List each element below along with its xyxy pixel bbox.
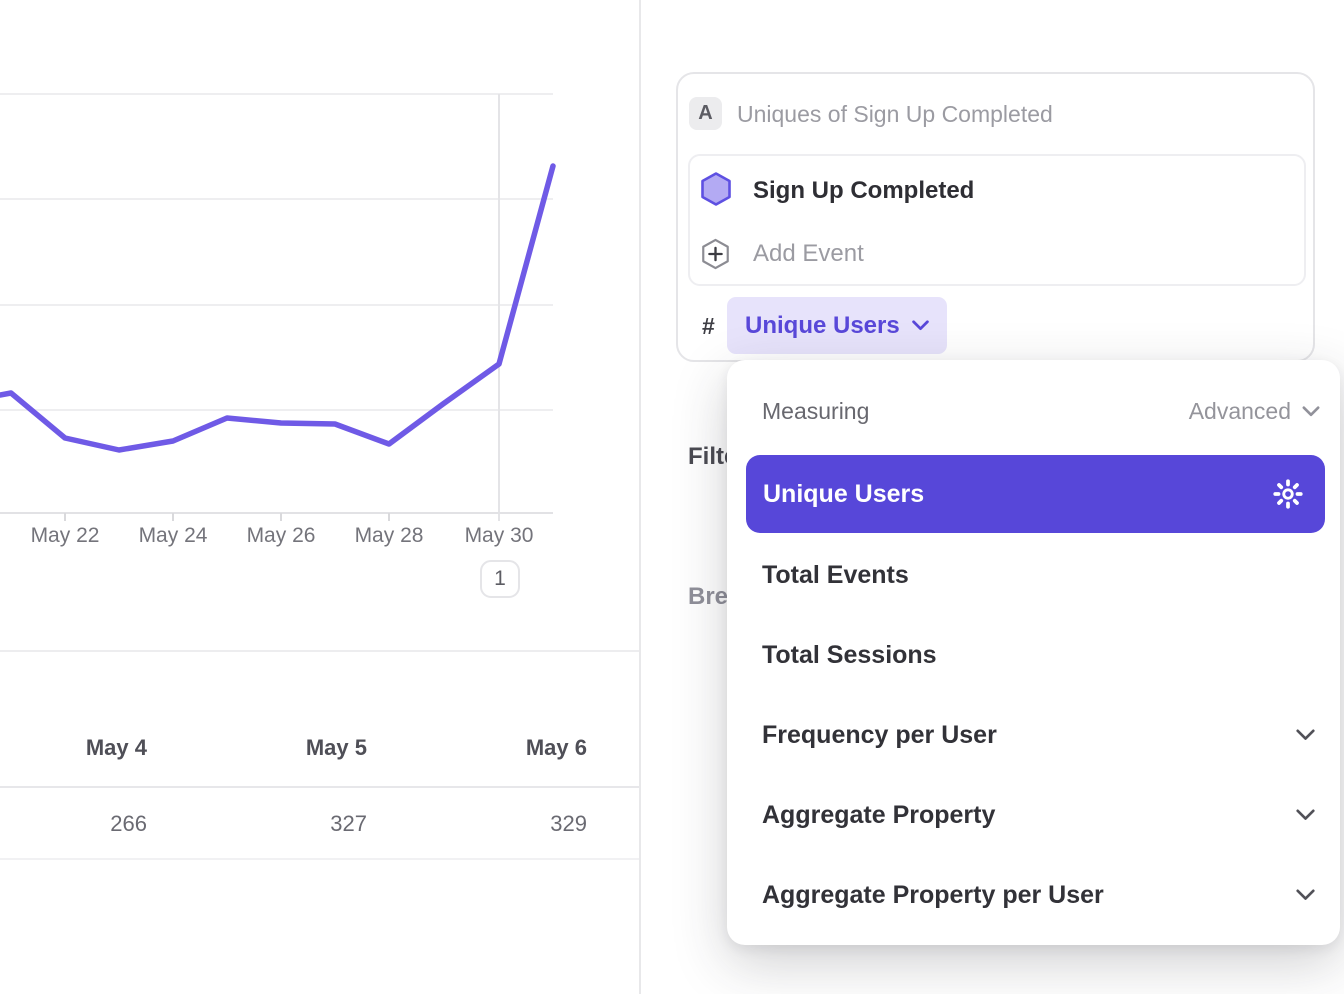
menu-item-total-events[interactable]: Total Events [727, 551, 1340, 599]
menu-item-label: Total Events [762, 560, 909, 589]
menu-item-label: Aggregate Property [762, 800, 996, 829]
measurement-selector[interactable]: Unique Users [727, 297, 947, 354]
table-value-cell: 329 [550, 811, 587, 836]
table-header-cell: May 4 [85, 735, 147, 760]
chevron-down-icon [1296, 889, 1315, 900]
signups-line[interactable] [0, 163, 556, 453]
menu-item-frequency-per-user[interactable]: Frequency per User [727, 711, 1340, 759]
series-letter-badge: A [689, 97, 722, 130]
chevron-down-icon [1296, 729, 1315, 740]
advanced-mode-label: Advanced [1188, 398, 1291, 424]
menu-item-total-sessions[interactable]: Total Sessions [727, 631, 1340, 679]
line-chart[interactable] [0, 0, 640, 650]
menu-item-aggregate-property[interactable]: Aggregate Property [727, 791, 1340, 839]
chart-gridlines [0, 93, 553, 521]
measuring-dropdown-menu: Measuring Advanced Unique Users Total Ev… [727, 360, 1340, 945]
table-value-cell: 327 [330, 811, 367, 836]
divider [0, 786, 640, 788]
measuring-header-label: Measuring [762, 398, 870, 424]
x-tick-label: May 24 [138, 524, 208, 547]
chart-axis [0, 512, 553, 521]
advanced-mode-selector[interactable]: Advanced [1189, 398, 1320, 425]
menu-item-unique-users[interactable]: Unique Users [746, 455, 1325, 533]
divider [0, 858, 640, 860]
panel-divider [639, 0, 641, 994]
menu-item-label: Aggregate Property per User [762, 880, 1104, 909]
chevron-down-icon [1302, 406, 1320, 417]
menu-item-label: Unique Users [763, 479, 925, 508]
table-value-cell: 266 [110, 811, 147, 836]
x-tick-label: May 26 [246, 524, 316, 547]
table-header-cell: May 5 [305, 735, 367, 760]
menu-item-label: Total Sessions [762, 640, 937, 669]
measurement-selector-label: Unique Users [745, 311, 900, 339]
chevron-down-icon [1296, 809, 1315, 820]
menu-item-label: Frequency per User [762, 720, 997, 749]
x-tick-label: May 28 [354, 524, 424, 547]
x-tick-label: May 30 [464, 524, 534, 547]
event-hexagon-icon [699, 172, 733, 211]
menu-item-aggregate-property-per-user[interactable]: Aggregate Property per User [727, 871, 1340, 919]
chevron-down-icon [911, 320, 929, 331]
divider [0, 650, 640, 652]
gear-icon[interactable] [1273, 479, 1303, 509]
measurement-hash-symbol: # [702, 313, 715, 339]
chart-series-pagination-badge[interactable]: 1 [480, 560, 520, 598]
x-tick-label: May 22 [30, 524, 100, 547]
add-event-button[interactable]: Add Event [753, 240, 864, 267]
series-title: Uniques of Sign Up Completed [737, 101, 1053, 127]
event-name[interactable]: Sign Up Completed [753, 177, 975, 204]
event-row-card[interactable] [688, 154, 1306, 286]
add-event-hexagon-plus-icon [700, 238, 731, 275]
table-header-cell: May 6 [525, 735, 587, 760]
